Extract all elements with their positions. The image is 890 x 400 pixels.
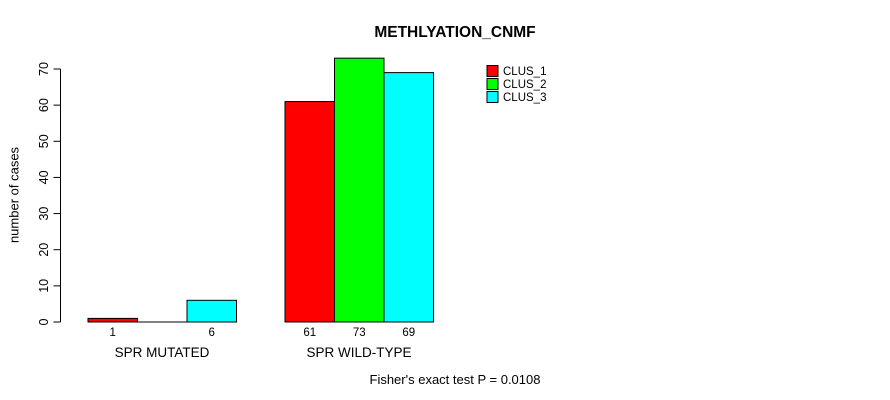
bar-value-label: 73 [353,327,366,339]
y-axis-tick-label: 10 [37,279,51,293]
legend-swatch-clus-2 [486,78,499,90]
y-axis-tick-label: 0 [37,318,51,325]
plot-area: 0 10 20 30 40 50 60 70 1 6 61 73 69 [37,57,434,339]
y-axis-tick-label: 60 [37,98,51,112]
bar-clus_3-wild-type [383,72,434,323]
legend-label-clus-1: CLUS_1 [503,66,546,78]
bar-clus_3-mutated [186,299,237,323]
bar-value-label: 61 [303,327,316,339]
bar-clus_1-mutated [87,317,138,323]
bar-clus_1-wild-type [284,101,335,323]
legend-label-clus-2: CLUS_2 [503,79,546,91]
y-axis-tick-label: 30 [37,207,51,221]
bar-value-label: 6 [209,327,215,339]
y-axis-label: number of cases [7,146,22,243]
bar-clus_2-wild-type [334,57,385,323]
y-axis-tick-label: 40 [37,170,51,184]
legend-label-clus-3: CLUS_3 [503,92,546,104]
bar-value-label: 69 [402,327,415,339]
chart-title: METHLYATION_CNMF [374,24,535,41]
category-label-spr-wild-type: SPR WILD-TYPE [306,345,411,360]
footnote: Fisher's exact test P = 0.0108 [370,372,541,387]
y-axis-tick-label: 50 [37,134,51,148]
category-label-spr-mutated: SPR MUTATED [115,345,210,360]
bar-value-label: 1 [110,327,116,339]
legend-swatch-clus-3 [486,91,499,103]
legend-swatch-clus-1 [486,65,499,77]
legend: CLUS_1 CLUS_2 CLUS_3 [486,65,546,104]
y-axis-tick-label: 70 [37,62,51,76]
y-axis-tick-label: 20 [37,243,51,257]
